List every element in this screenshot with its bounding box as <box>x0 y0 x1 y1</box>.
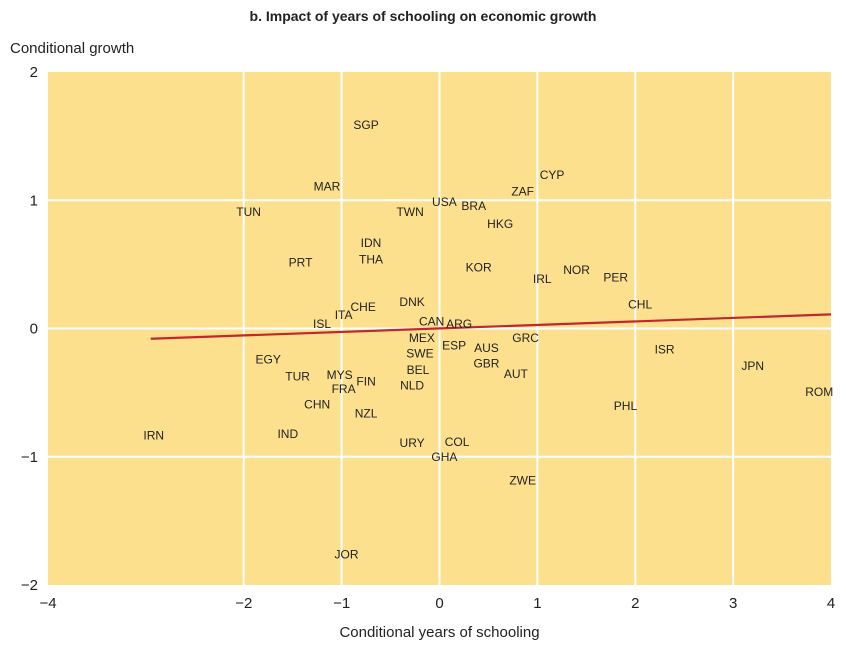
point-label-rom: ROM <box>805 385 833 399</box>
point-label-per: PER <box>603 271 628 285</box>
trend-line <box>150 313 832 340</box>
point-label-ury: URY <box>400 436 425 450</box>
point-label-can: CAN <box>419 314 444 328</box>
point-label-fra: FRA <box>332 382 356 396</box>
point-label-tha: THA <box>359 253 383 267</box>
point-label-jor: JOR <box>335 548 359 562</box>
point-label-isr: ISR <box>655 342 675 356</box>
point-label-che: CHE <box>350 300 375 314</box>
point-label-bra: BRA <box>461 199 486 213</box>
point-label-gbr: GBR <box>473 357 499 371</box>
point-label-sgp: SGP <box>353 118 378 132</box>
x-tick-label: 3 <box>729 595 737 612</box>
point-label-prt: PRT <box>289 255 313 269</box>
point-label-isl: ISL <box>313 317 331 331</box>
point-label-usa: USA <box>432 195 457 209</box>
point-label-esp: ESP <box>442 339 466 353</box>
x-tick-label: −2 <box>235 595 252 612</box>
x-tick-label: 1 <box>533 595 541 612</box>
point-label-col: COL <box>445 435 470 449</box>
y-tick-label: −2 <box>21 577 38 594</box>
point-label-idn: IDN <box>361 236 382 250</box>
grid-lines <box>48 72 831 585</box>
y-tick-label: 2 <box>30 64 38 81</box>
point-label-nld: NLD <box>400 378 424 392</box>
point-label-zwe: ZWE <box>509 473 536 487</box>
trend-line-group <box>150 313 832 340</box>
point-label-nor: NOR <box>563 263 590 277</box>
chart-title: b. Impact of years of schooling on econo… <box>249 8 597 24</box>
point-label-irl: IRL <box>533 272 552 286</box>
point-label-arg: ARG <box>446 317 472 331</box>
point-label-egy: EGY <box>256 353 281 367</box>
point-label-bel: BEL <box>407 363 430 377</box>
point-label-ita: ITA <box>335 308 353 322</box>
x-tick-label: 4 <box>827 595 835 612</box>
y-tick-label: −1 <box>21 449 38 466</box>
point-label-chl: CHL <box>628 298 652 312</box>
point-label-phl: PHL <box>614 399 638 413</box>
point-label-dnk: DNK <box>399 295 424 309</box>
point-label-nzl: NZL <box>355 407 378 421</box>
point-label-aus: AUS <box>474 341 499 355</box>
point-label-swe: SWE <box>406 346 433 360</box>
point-label-aut: AUT <box>504 367 529 381</box>
point-label-irn: IRN <box>143 428 164 442</box>
point-label-gha: GHA <box>431 450 457 464</box>
point-label-mex: MEX <box>409 331 435 345</box>
point-label-jpn: JPN <box>741 359 764 373</box>
point-label-tun: TUN <box>236 205 261 219</box>
x-tick-label: −4 <box>39 595 56 612</box>
point-label-mys: MYS <box>327 368 353 382</box>
y-tick-label: 1 <box>30 192 38 209</box>
point-label-twn: TWN <box>396 205 423 219</box>
point-label-fin: FIN <box>356 375 375 389</box>
y-axis-label: Conditional growth <box>10 40 135 57</box>
x-axis-label: Conditional years of schooling <box>339 624 540 641</box>
point-labels: SGP CYP MAR ZAF USA BRA TUN TWN HKG IDN PRT THA KOR N… <box>143 118 833 562</box>
point-label-tur: TUR <box>285 369 310 383</box>
y-tick-label: 0 <box>30 321 38 338</box>
point-label-kor: KOR <box>466 260 492 274</box>
point-label-grc: GRC <box>512 331 539 345</box>
point-label-hkg: HKG <box>487 217 513 231</box>
point-label-ind: IND <box>277 427 298 441</box>
x-tick-label: 2 <box>631 595 639 612</box>
x-tick-label: −1 <box>333 595 350 612</box>
point-label-chn: CHN <box>304 398 330 412</box>
point-label-zaf: ZAF <box>511 185 534 199</box>
point-label-mar: MAR <box>314 180 341 194</box>
x-tick-label: 0 <box>435 595 443 612</box>
point-label-cyp: CYP <box>540 168 565 182</box>
